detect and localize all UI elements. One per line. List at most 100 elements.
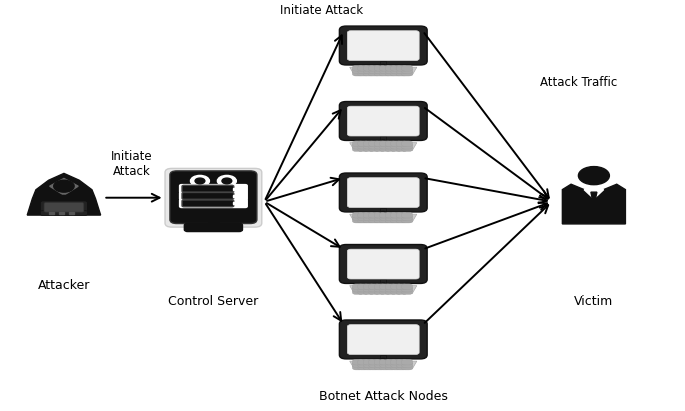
FancyBboxPatch shape: [363, 143, 374, 149]
FancyBboxPatch shape: [379, 146, 390, 152]
FancyBboxPatch shape: [401, 289, 412, 294]
Bar: [208, 219, 219, 226]
FancyBboxPatch shape: [179, 199, 247, 208]
FancyBboxPatch shape: [374, 68, 385, 74]
FancyBboxPatch shape: [385, 70, 396, 76]
FancyBboxPatch shape: [390, 362, 401, 367]
FancyBboxPatch shape: [401, 68, 412, 74]
FancyBboxPatch shape: [385, 212, 396, 218]
FancyBboxPatch shape: [339, 26, 427, 65]
FancyBboxPatch shape: [363, 359, 374, 365]
FancyBboxPatch shape: [352, 65, 363, 71]
Circle shape: [217, 175, 236, 187]
FancyBboxPatch shape: [379, 364, 390, 370]
FancyBboxPatch shape: [358, 212, 369, 218]
FancyBboxPatch shape: [352, 364, 363, 370]
Bar: [233, 188, 239, 190]
Circle shape: [380, 283, 386, 287]
FancyBboxPatch shape: [385, 284, 396, 289]
FancyBboxPatch shape: [396, 215, 407, 220]
FancyBboxPatch shape: [379, 217, 390, 223]
FancyBboxPatch shape: [390, 359, 401, 365]
FancyBboxPatch shape: [358, 65, 369, 71]
FancyBboxPatch shape: [385, 289, 396, 294]
Text: Control Server: Control Server: [169, 295, 258, 308]
FancyBboxPatch shape: [358, 70, 369, 76]
FancyBboxPatch shape: [363, 215, 374, 220]
FancyBboxPatch shape: [396, 286, 407, 292]
Circle shape: [195, 178, 205, 184]
Bar: [380, 279, 386, 285]
FancyBboxPatch shape: [352, 286, 363, 292]
FancyBboxPatch shape: [369, 217, 379, 223]
FancyBboxPatch shape: [374, 65, 385, 71]
FancyBboxPatch shape: [390, 141, 401, 146]
FancyBboxPatch shape: [379, 289, 390, 294]
FancyBboxPatch shape: [390, 286, 401, 292]
FancyBboxPatch shape: [374, 141, 385, 146]
FancyBboxPatch shape: [396, 70, 407, 76]
FancyBboxPatch shape: [396, 364, 407, 370]
FancyBboxPatch shape: [170, 171, 257, 224]
Ellipse shape: [35, 195, 93, 211]
FancyBboxPatch shape: [40, 210, 88, 215]
Bar: [59, 212, 64, 214]
FancyBboxPatch shape: [374, 217, 385, 223]
Polygon shape: [350, 143, 417, 150]
FancyBboxPatch shape: [339, 245, 427, 284]
FancyBboxPatch shape: [358, 143, 369, 149]
Bar: [380, 60, 386, 67]
FancyBboxPatch shape: [184, 223, 242, 231]
FancyBboxPatch shape: [385, 146, 396, 152]
FancyBboxPatch shape: [401, 141, 412, 146]
FancyBboxPatch shape: [379, 141, 390, 146]
FancyBboxPatch shape: [358, 217, 369, 223]
FancyBboxPatch shape: [179, 192, 247, 200]
FancyBboxPatch shape: [363, 217, 374, 223]
FancyBboxPatch shape: [352, 359, 363, 365]
FancyBboxPatch shape: [369, 362, 379, 367]
Polygon shape: [27, 173, 101, 215]
FancyBboxPatch shape: [379, 143, 390, 149]
Ellipse shape: [35, 204, 44, 211]
FancyBboxPatch shape: [352, 289, 363, 294]
FancyBboxPatch shape: [358, 146, 369, 152]
FancyBboxPatch shape: [369, 146, 379, 152]
FancyBboxPatch shape: [374, 359, 385, 365]
FancyBboxPatch shape: [347, 249, 419, 279]
FancyBboxPatch shape: [352, 68, 363, 74]
FancyBboxPatch shape: [374, 362, 385, 367]
Bar: [380, 355, 386, 360]
FancyBboxPatch shape: [182, 185, 234, 192]
Text: Victim: Victim: [574, 295, 614, 308]
FancyBboxPatch shape: [401, 146, 412, 152]
FancyBboxPatch shape: [352, 212, 363, 218]
FancyBboxPatch shape: [369, 212, 379, 218]
FancyBboxPatch shape: [363, 146, 374, 152]
FancyBboxPatch shape: [369, 65, 379, 71]
Circle shape: [578, 166, 610, 185]
FancyBboxPatch shape: [369, 68, 379, 74]
FancyBboxPatch shape: [40, 201, 88, 214]
FancyBboxPatch shape: [182, 200, 234, 207]
FancyBboxPatch shape: [352, 70, 363, 76]
FancyBboxPatch shape: [379, 286, 390, 292]
FancyBboxPatch shape: [358, 289, 369, 294]
FancyBboxPatch shape: [358, 284, 369, 289]
FancyBboxPatch shape: [374, 70, 385, 76]
FancyBboxPatch shape: [369, 141, 379, 146]
FancyBboxPatch shape: [369, 70, 379, 76]
FancyBboxPatch shape: [401, 284, 412, 289]
FancyBboxPatch shape: [363, 70, 374, 76]
FancyBboxPatch shape: [390, 68, 401, 74]
FancyBboxPatch shape: [379, 215, 390, 220]
Polygon shape: [350, 67, 417, 75]
FancyBboxPatch shape: [374, 364, 385, 370]
FancyBboxPatch shape: [44, 203, 84, 212]
FancyBboxPatch shape: [352, 217, 363, 223]
FancyBboxPatch shape: [379, 284, 390, 289]
FancyBboxPatch shape: [401, 286, 412, 292]
Bar: [233, 202, 239, 204]
Circle shape: [380, 212, 386, 215]
FancyBboxPatch shape: [390, 65, 401, 71]
